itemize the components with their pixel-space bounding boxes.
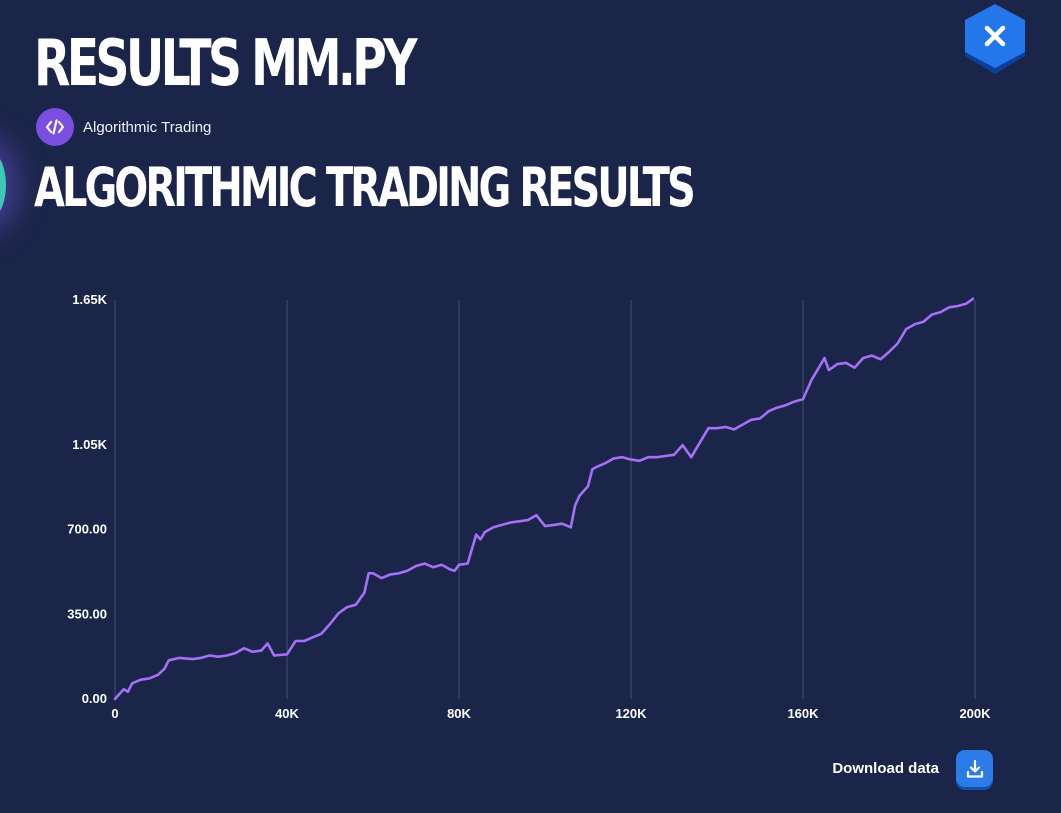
download-button[interactable]: [956, 750, 993, 787]
category-label: Algorithmic Trading: [83, 118, 212, 136]
x-tick-label: 80K: [447, 706, 471, 721]
y-tick-label: 1.65K: [72, 292, 107, 307]
x-tick-label: 160K: [787, 706, 819, 721]
x-tick-label: 40K: [275, 706, 299, 721]
close-button[interactable]: [959, 2, 1031, 78]
x-tick-label: 200K: [959, 706, 991, 721]
y-tick-label: 350.00: [67, 606, 107, 621]
y-tick-label: 0.00: [82, 691, 107, 706]
series-line: [113, 297, 975, 701]
trading-results-chart: 0 40K 80K 120K 160K 200K 0.00 350.00 700.00 1.05K…: [67, 292, 991, 721]
code-icon: [36, 108, 74, 146]
x-tick-label: 0: [111, 706, 118, 721]
section-title: ALGORITHMIC TRADING RESULTS: [34, 156, 696, 219]
y-tick-label: 700.00: [67, 522, 107, 537]
close-icon: [965, 4, 1025, 74]
decorative-side-glow: [0, 150, 6, 220]
download-label: Download data: [832, 760, 939, 777]
page-title: RESULTS MM.PY: [34, 27, 417, 101]
x-tick-label: 120K: [615, 706, 647, 721]
download-icon: [966, 759, 983, 778]
category-tag: Algorithmic Trading: [36, 108, 211, 146]
y-tick-label: 1.05K: [72, 437, 107, 452]
